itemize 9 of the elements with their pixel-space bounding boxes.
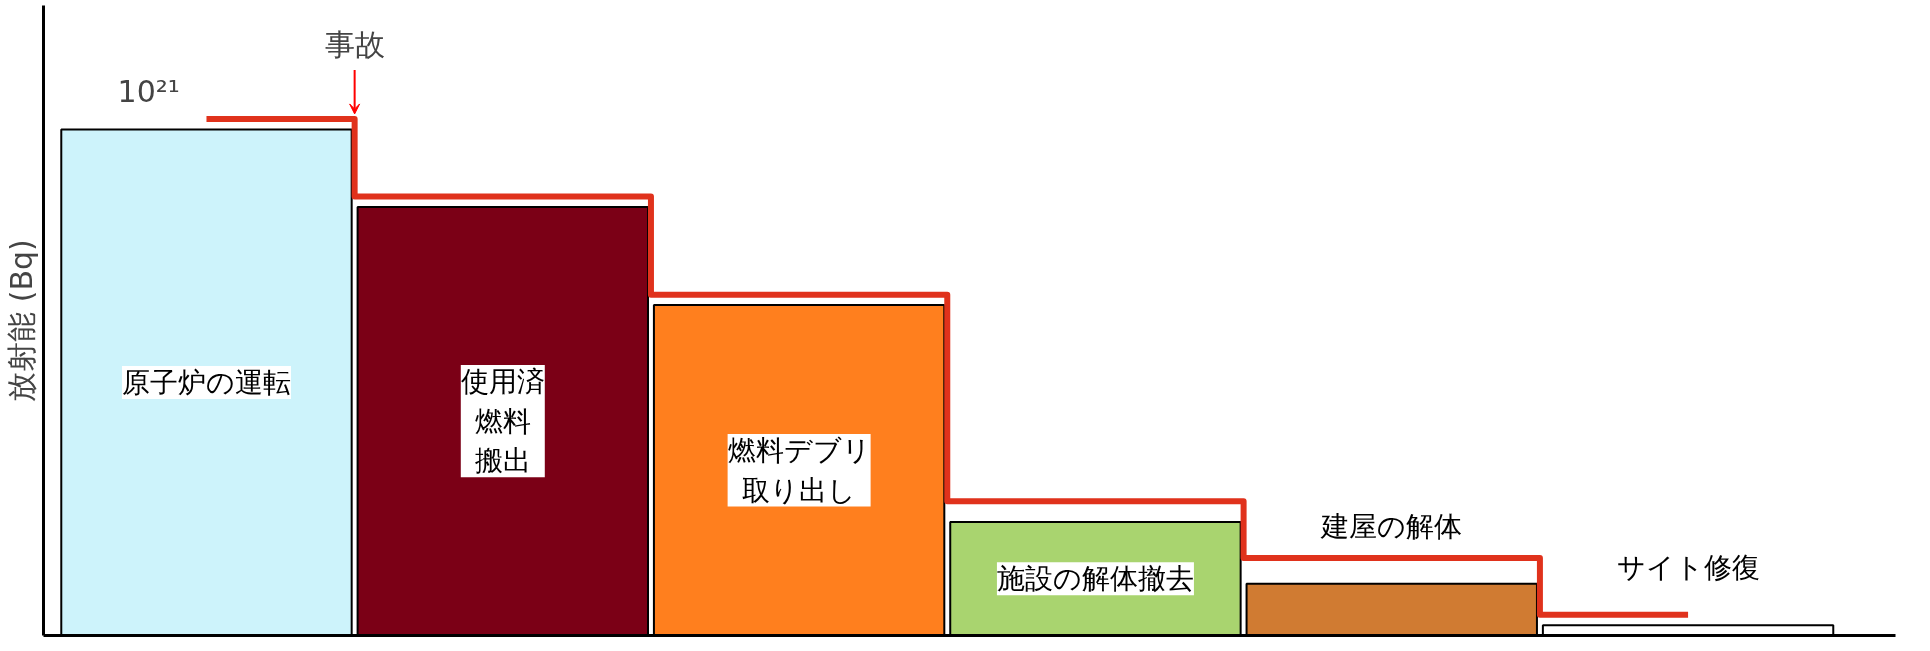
x-tick-label: 原子炉の運転: [121, 365, 291, 399]
y-axis-title: 放射能 (Bq): [3, 239, 39, 402]
text: 事故: [324, 27, 385, 63]
x-tick-label: 燃料デブリ取り出し: [727, 433, 871, 507]
x-tick-label: サイト修復: [1616, 550, 1760, 584]
text: 10²¹: [117, 73, 180, 109]
x-tick-label: 使用済燃料搬出: [460, 365, 545, 478]
x-tick-label: 施設の解体撤去: [996, 562, 1194, 596]
x-tick-label: 建屋の解体: [1320, 509, 1463, 543]
